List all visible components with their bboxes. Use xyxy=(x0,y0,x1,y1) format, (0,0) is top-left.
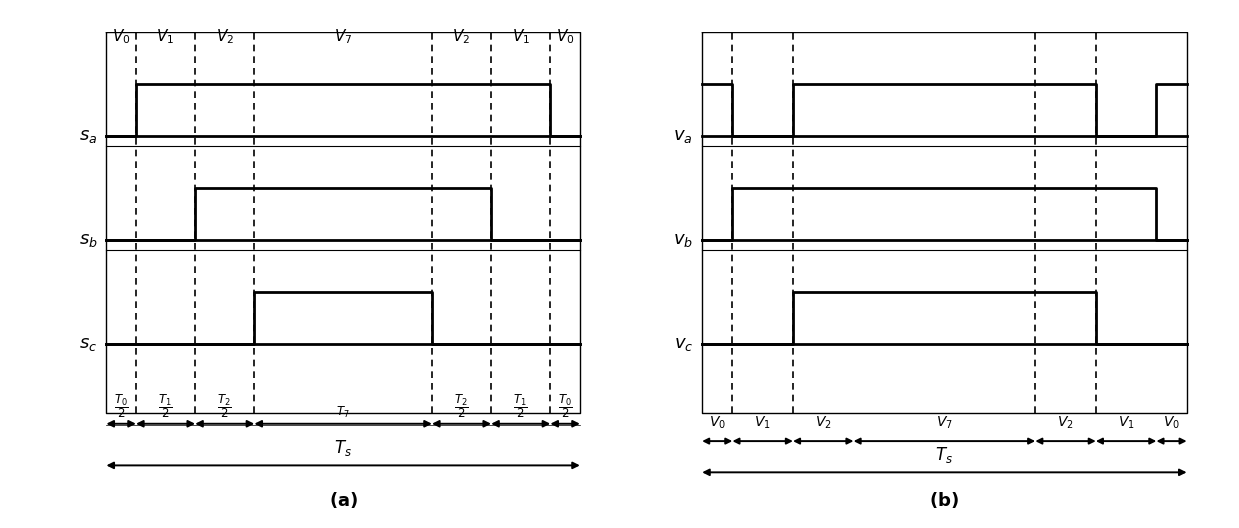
Text: $V_7$: $V_7$ xyxy=(335,27,352,45)
Text: $V_0$: $V_0$ xyxy=(556,27,575,45)
Text: $\dfrac{T_1}{2}$: $\dfrac{T_1}{2}$ xyxy=(159,392,173,420)
Text: $V_2$: $V_2$ xyxy=(1057,415,1074,431)
Text: $s_c$: $s_c$ xyxy=(79,335,98,353)
Text: $\dfrac{T_2}{2}$: $\dfrac{T_2}{2}$ xyxy=(217,392,232,420)
Text: $V_1$: $V_1$ xyxy=(1118,415,1135,431)
Text: $V_0$: $V_0$ xyxy=(1163,415,1180,431)
Text: $V_2$: $V_2$ xyxy=(815,415,831,431)
Text: $s_a$: $s_a$ xyxy=(79,127,98,145)
Text: $\dfrac{T_0}{2}$: $\dfrac{T_0}{2}$ xyxy=(558,392,572,420)
Text: $\dfrac{T_0}{2}$: $\dfrac{T_0}{2}$ xyxy=(114,392,129,420)
Text: $V_2$: $V_2$ xyxy=(216,27,234,45)
Text: $V_1$: $V_1$ xyxy=(156,27,175,45)
Text: $\mathbf{(b)}$: $\mathbf{(b)}$ xyxy=(929,490,959,510)
Text: $v_b$: $v_b$ xyxy=(673,231,693,249)
Text: $v_a$: $v_a$ xyxy=(674,127,693,145)
Text: $T_7$: $T_7$ xyxy=(336,405,349,420)
Text: $V_1$: $V_1$ xyxy=(755,415,771,431)
Text: $V_1$: $V_1$ xyxy=(512,27,530,45)
Text: $v_c$: $v_c$ xyxy=(674,335,693,353)
Text: $\dfrac{T_1}{2}$: $\dfrac{T_1}{2}$ xyxy=(513,392,528,420)
Text: $\dfrac{T_2}{2}$: $\dfrac{T_2}{2}$ xyxy=(455,392,468,420)
Text: $\mathbf{(a)}$: $\mathbf{(a)}$ xyxy=(328,490,358,510)
Text: $V_7$: $V_7$ xyxy=(935,415,953,431)
Text: $V_2$: $V_2$ xyxy=(452,27,471,45)
Text: $T_s$: $T_s$ xyxy=(335,438,352,458)
Text: $s_b$: $s_b$ xyxy=(79,231,98,249)
Text: $T_s$: $T_s$ xyxy=(935,446,953,465)
Text: $V_0$: $V_0$ xyxy=(709,415,726,431)
Text: $V_0$: $V_0$ xyxy=(112,27,130,45)
